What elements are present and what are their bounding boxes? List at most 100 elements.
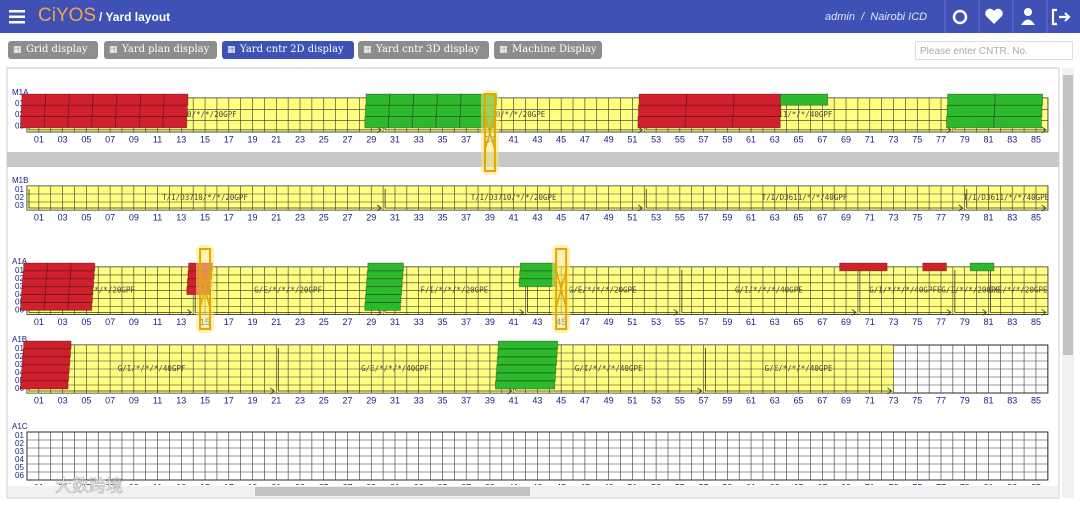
bay-label: 21 xyxy=(271,395,281,405)
segment-arrow xyxy=(954,270,988,316)
row-label: 06 xyxy=(15,384,24,393)
logout-icon[interactable] xyxy=(1051,8,1071,26)
bay-label: 63 xyxy=(770,482,780,492)
menu-icon[interactable] xyxy=(9,10,25,24)
container xyxy=(969,262,995,272)
container xyxy=(993,116,1042,129)
bay-label: 73 xyxy=(889,317,899,327)
bay-label: 43 xyxy=(532,212,542,222)
bay-label: 83 xyxy=(1007,482,1017,492)
container xyxy=(115,116,140,129)
segment-label: T/I/D3611/*/*/40GPE xyxy=(963,193,1049,202)
block-name: A1C xyxy=(12,422,28,431)
container xyxy=(162,116,188,129)
block-name: A1A xyxy=(12,257,28,266)
bay-label: 07 xyxy=(105,317,115,327)
segment-arrow xyxy=(681,270,858,316)
container xyxy=(388,116,413,129)
bay-label: 69 xyxy=(841,395,851,405)
container xyxy=(44,104,70,118)
bay-label: 27 xyxy=(342,134,352,144)
container xyxy=(436,104,461,118)
container xyxy=(638,104,687,118)
bay-label: 15 xyxy=(200,482,210,492)
container xyxy=(364,116,389,129)
bay-label: 01 xyxy=(34,212,44,222)
bay-label: 45 xyxy=(556,134,566,144)
bay-label: 19 xyxy=(248,212,258,222)
bay-label: 71 xyxy=(865,482,875,492)
bay-label: 59 xyxy=(722,482,732,492)
bay-label: 21 xyxy=(271,317,281,327)
bay-label: 77 xyxy=(936,395,946,405)
bay-label: 57 xyxy=(699,317,709,327)
bay-label: 41 xyxy=(509,317,519,327)
container xyxy=(994,93,1044,106)
segment-label: G/I/*/*/*/40GPE xyxy=(575,364,643,373)
tab[interactable]: Yard plan display ▦ xyxy=(104,41,217,59)
bay-label: 45 xyxy=(556,482,566,492)
bay-label: 25 xyxy=(319,317,329,327)
row-label: 06 xyxy=(15,306,24,315)
container xyxy=(388,104,414,118)
bay-label: 85 xyxy=(1031,212,1041,222)
bay-label: 15 xyxy=(200,395,210,405)
bay-label: 29 xyxy=(366,317,376,327)
container xyxy=(459,116,484,129)
container xyxy=(69,278,95,288)
bay-label: 67 xyxy=(817,482,827,492)
block-name: A1B xyxy=(12,335,27,344)
user: admin xyxy=(825,11,855,23)
bay-label: 51 xyxy=(627,317,637,327)
container xyxy=(23,262,48,272)
bay-label: 33 xyxy=(414,317,424,327)
container xyxy=(366,270,404,280)
bay-label: 59 xyxy=(722,134,732,144)
container xyxy=(495,372,556,382)
container xyxy=(21,278,47,288)
bay-label: 31 xyxy=(390,395,400,405)
segment-label: T/I/D3611/*/*/40GPF xyxy=(762,193,848,202)
container xyxy=(686,93,735,106)
container xyxy=(947,93,996,106)
bay-label: 69 xyxy=(841,317,851,327)
container xyxy=(497,348,558,358)
tab[interactable]: Grid display ▦ xyxy=(8,41,98,59)
bay-label: 17 xyxy=(224,395,234,405)
bay-label: 13 xyxy=(176,395,186,405)
bay-label: 53 xyxy=(651,395,661,405)
row-label: 03 xyxy=(15,360,24,369)
container xyxy=(365,286,403,296)
container xyxy=(70,270,95,280)
favorite-icon[interactable] xyxy=(985,8,1003,24)
refresh-icon[interactable] xyxy=(952,9,968,25)
container xyxy=(67,116,93,129)
bay-label: 33 xyxy=(414,482,424,492)
container xyxy=(364,302,401,311)
bay-label: 13 xyxy=(176,317,186,327)
bay-label: 63 xyxy=(770,317,780,327)
tab[interactable]: Machine Display ▦ xyxy=(494,41,602,59)
container xyxy=(21,356,71,366)
segment-label: F/I/*/*/*/20GPE xyxy=(420,286,488,295)
tab[interactable]: Yard cntr 3D display ▦ xyxy=(358,41,489,59)
row-label: 02 xyxy=(15,193,24,202)
user-icon[interactable] xyxy=(1024,8,1032,16)
bay-label: 49 xyxy=(604,317,614,327)
bay-label: 11 xyxy=(153,134,162,144)
container xyxy=(435,116,461,129)
row-label: 01 xyxy=(15,99,24,108)
container xyxy=(413,93,438,106)
bay-label: 75 xyxy=(912,317,922,327)
bay-label: 61 xyxy=(746,134,756,144)
tab-active[interactable]: Yard cntr 2D display ▦ xyxy=(222,41,354,59)
bay-label: 27 xyxy=(342,317,352,327)
container xyxy=(22,348,71,358)
bay-label: 53 xyxy=(651,212,661,222)
bay-label: 31 xyxy=(390,212,400,222)
segment xyxy=(964,186,1048,210)
bay-label: 65 xyxy=(794,482,804,492)
bay-label: 33 xyxy=(414,134,424,144)
row-label: 05 xyxy=(15,463,24,472)
search-box[interactable]: Please enter CNTR. No. xyxy=(915,41,1073,60)
